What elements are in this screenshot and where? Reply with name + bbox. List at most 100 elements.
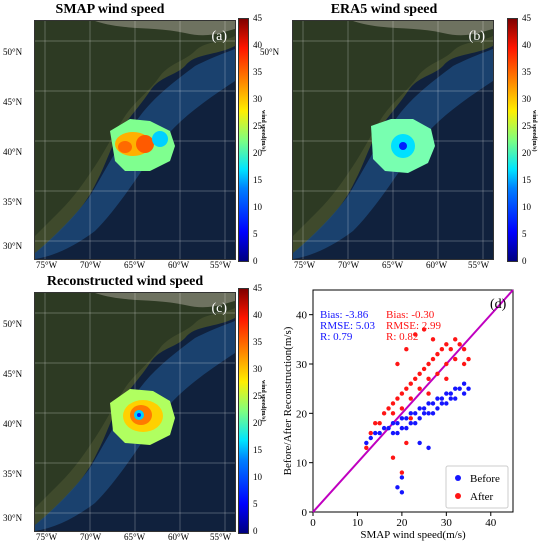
data-point-after (453, 337, 458, 342)
lon-tick: 55°W (468, 260, 490, 270)
map-image (35, 21, 235, 259)
colorbar-tick: 15 (253, 445, 262, 455)
lat-tick: 40°N (3, 419, 23, 429)
data-point-before (413, 411, 418, 416)
lat-tick: 45°N (3, 369, 23, 379)
data-point-before (381, 425, 387, 431)
x-tick-label: 40 (485, 517, 497, 529)
panel-title: ERA5 wind speed (330, 2, 438, 17)
data-point-after (368, 430, 373, 436)
lat-tick: 40°N (3, 147, 23, 157)
data-point-before (408, 421, 413, 426)
data-point-before (426, 401, 431, 406)
colorbar-tick: 25 (522, 121, 531, 131)
data-point-after (408, 396, 413, 401)
lon-tick: 60°W (168, 260, 190, 270)
data-point-before (417, 440, 422, 446)
lon-tick: 70°W (80, 532, 102, 542)
data-point-before (404, 425, 409, 431)
data-point-after (421, 327, 427, 332)
colorbar-tick: 45 (253, 13, 262, 23)
data-point-after (390, 401, 396, 406)
data-point-after (364, 445, 369, 451)
colorbar-tick: 0 (253, 526, 258, 536)
colorbar-tick: 25 (253, 391, 262, 401)
colorbar-tick: 5 (522, 229, 527, 239)
colorbar-label: wind speed(m/s) (260, 380, 266, 422)
lon-tick: 65°W (124, 532, 146, 542)
data-point-before (435, 396, 440, 401)
lat-tick: 50°N (260, 47, 280, 57)
data-point-after (435, 351, 440, 357)
colorbar-tick: 5 (253, 229, 258, 239)
data-point-before (448, 391, 453, 396)
lon-tick: 55°W (210, 260, 232, 270)
data-point-after (413, 376, 418, 381)
colorbar-tick: 40 (522, 40, 531, 50)
data-point-before (373, 430, 378, 436)
data-point-after (404, 347, 409, 352)
data-point-before (426, 445, 431, 451)
scatter-chart: 0 10 20 30 40 0 10 20 30 40 (d) Bias: -3.86 RMSE:… (282, 289, 514, 541)
panel-label: (c) (211, 301, 227, 316)
lat-tick: 45°N (3, 97, 23, 107)
colorbar-tick: 25 (253, 121, 262, 131)
data-point-after (461, 361, 467, 367)
colorbar-tick: 0 (522, 256, 527, 266)
map-view: (a) (34, 20, 236, 260)
colorbar-tick: 15 (253, 175, 262, 185)
x-tick-label: 0 (310, 517, 316, 529)
reference-line (312, 289, 514, 513)
stat-before-rmse: RMSE: 5.03 (320, 320, 376, 332)
colorbar-tick: 35 (253, 67, 262, 77)
data-point-after (466, 356, 471, 362)
colorbar-tick: 30 (522, 94, 531, 104)
legend-marker-before (455, 475, 461, 481)
stat-after-bias: Bias: -0.30 (386, 309, 435, 321)
data-point-after (395, 361, 400, 367)
data-point-after (373, 421, 378, 426)
colorbar-tick: 10 (253, 202, 262, 212)
panel-a: SMAP wind speed (a) 50°N 45°N 40°N (0, 0, 270, 270)
data-point-before (404, 416, 409, 421)
data-point-before (444, 391, 449, 396)
map-view: (b) (292, 20, 494, 260)
y-tick-label: 10 (296, 458, 308, 470)
data-point-before (386, 425, 391, 431)
data-point-after (404, 386, 409, 391)
data-point-before (439, 401, 445, 406)
data-point-after (444, 342, 449, 347)
data-point-before (417, 416, 422, 421)
data-point-before (395, 430, 400, 436)
data-point-before (430, 401, 436, 406)
lat-tick: 30°N (3, 513, 23, 523)
data-point-before (444, 401, 449, 406)
stat-after-r: R: 0.82 (386, 331, 418, 343)
x-tick-label: 20 (396, 517, 408, 529)
data-point-after (381, 411, 387, 416)
data-point-after (435, 371, 440, 377)
lon-tick: 70°W (338, 260, 360, 270)
lat-tick: 50°N (3, 47, 23, 57)
map-view: (c) (34, 292, 236, 532)
data-point-before (435, 406, 440, 411)
y-tick-label: 40 (296, 310, 308, 322)
data-point-after (426, 361, 431, 367)
data-point-after (413, 332, 418, 337)
colorbar-tick: 5 (253, 499, 258, 509)
colorbar-tick: 35 (253, 337, 262, 347)
data-point-before (448, 396, 453, 401)
data-point-before (426, 411, 431, 416)
data-point-before (457, 386, 462, 391)
lon-tick: 75°W (36, 260, 58, 270)
data-point-before (399, 490, 405, 495)
colorbar-tick: 10 (522, 202, 531, 212)
data-point-after (444, 376, 449, 381)
data-point-after (399, 470, 405, 475)
data-point-before (399, 425, 405, 431)
data-point-after (377, 421, 382, 426)
data-point-after (408, 416, 413, 421)
panel-d: 0 10 20 30 40 0 10 20 30 40 (d) Bias: -3.86 RMSE:… (278, 282, 550, 544)
data-point-before (421, 411, 427, 416)
panel-title: SMAP wind speed (55, 2, 165, 17)
